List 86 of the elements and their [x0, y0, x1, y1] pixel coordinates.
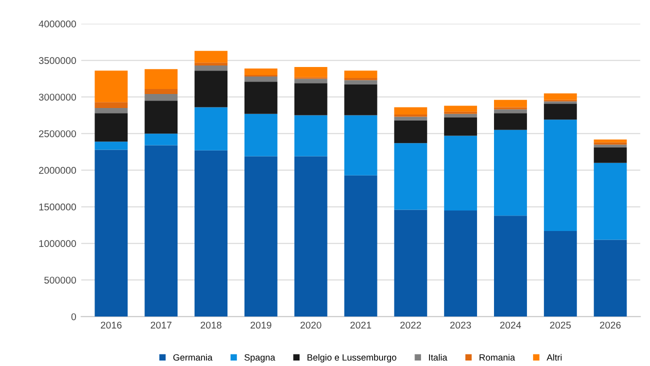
bar	[444, 106, 478, 112]
x-tick-label: 2018	[200, 322, 222, 329]
bar	[144, 145, 178, 317]
bar	[594, 139, 627, 142]
bar	[444, 117, 478, 136]
bar	[244, 114, 278, 156]
bar	[494, 130, 527, 216]
y-tick-label: 1000000	[39, 240, 76, 248]
x-tick-label: 2026	[600, 322, 621, 329]
bar	[344, 115, 378, 176]
bar	[94, 108, 128, 114]
legend-label: Spagna	[244, 354, 276, 362]
bar	[394, 120, 428, 144]
bar	[94, 70, 128, 102]
bar	[344, 70, 378, 78]
bar	[494, 113, 527, 130]
bar	[494, 100, 527, 108]
bar	[194, 150, 228, 317]
legend-label: Germania	[173, 354, 212, 361]
bar	[94, 113, 128, 142]
bar	[594, 240, 627, 317]
x-tick-label: 2023	[450, 322, 471, 329]
bar	[194, 70, 228, 108]
bar	[494, 109, 527, 114]
bar	[94, 150, 128, 317]
bar	[294, 115, 328, 156]
bar	[594, 142, 627, 145]
x-tick-label: 2020	[300, 322, 322, 329]
bar	[394, 143, 428, 210]
bar	[194, 107, 228, 150]
x-tick-label: 2021	[350, 322, 372, 329]
bar	[394, 210, 428, 317]
bar	[294, 156, 328, 317]
bar	[244, 76, 278, 82]
legend-label: Romania	[480, 354, 516, 361]
bar	[444, 136, 478, 210]
y-tick-label: 1500000	[39, 204, 76, 210]
x-tick-label: 2016	[100, 322, 122, 329]
bar	[444, 210, 478, 317]
bar	[544, 230, 577, 317]
bar	[594, 144, 627, 148]
y-tick-label: 500000	[44, 276, 76, 284]
y-tick-label: 3500000	[38, 57, 76, 64]
y-tick-label: 2000000	[39, 166, 76, 174]
bar	[194, 62, 228, 66]
bar	[144, 94, 178, 101]
bar	[544, 120, 577, 231]
bar	[144, 100, 178, 134]
bar	[94, 142, 128, 150]
y-tick-label: 4000000	[38, 20, 76, 28]
bar	[394, 116, 428, 120]
x-tick-label: 2017	[150, 322, 172, 329]
bar	[194, 66, 228, 71]
legend-label: Belgio e Lussemburgo	[308, 354, 396, 362]
bar	[194, 50, 228, 63]
y-tick-label: 3000000	[38, 94, 76, 101]
bar	[244, 68, 278, 76]
bar	[244, 82, 278, 114]
bar	[544, 93, 577, 100]
bar	[344, 175, 378, 317]
legend-label: Italia	[429, 354, 448, 361]
bar	[144, 88, 178, 94]
bar	[144, 69, 178, 89]
bar	[344, 80, 378, 85]
x-tick-label: 2024	[500, 322, 522, 329]
bar	[494, 216, 527, 317]
bar	[294, 78, 328, 84]
bar	[344, 78, 378, 80]
x-tick-label: 2019	[250, 322, 272, 329]
bar	[594, 162, 627, 240]
bar	[144, 134, 178, 146]
y-tick-label: 2500000	[39, 130, 76, 138]
bar	[594, 148, 627, 163]
bar	[544, 101, 577, 104]
bar	[394, 107, 428, 115]
bar	[544, 104, 577, 120]
legend-label: Altri	[546, 354, 562, 361]
y-tick-label: 0	[71, 313, 76, 320]
bar	[344, 84, 378, 116]
bar	[294, 66, 328, 78]
bar	[94, 102, 128, 108]
bar	[294, 83, 328, 116]
x-tick-label: 2022	[400, 322, 421, 329]
bar	[444, 114, 478, 118]
bar	[244, 156, 278, 317]
x-tick-label: 2025	[550, 322, 571, 329]
